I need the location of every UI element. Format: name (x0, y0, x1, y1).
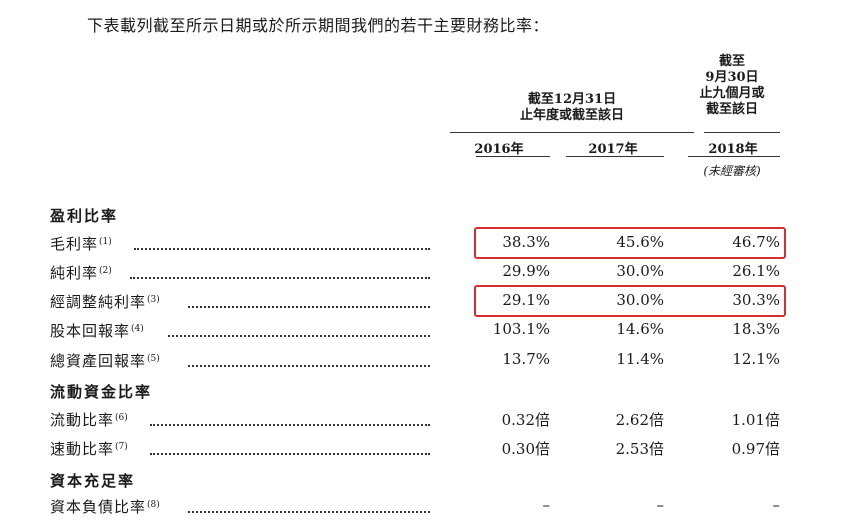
ratio-label: 股本回報率(4) (50, 320, 144, 341)
footnote-ref: (8) (147, 500, 160, 510)
footnote-ref: (1) (99, 237, 112, 247)
section-profitability: 盈利比率 (50, 207, 119, 225)
year-underline (688, 156, 780, 157)
ratio-label-text: 經調整純利率 (50, 293, 147, 311)
ratio-value: 30.0% (616, 291, 664, 309)
nine-months-header-line: 9月30日 (705, 70, 759, 85)
dot-leader (188, 511, 430, 513)
ratio-value: 0.97倍 (731, 440, 780, 458)
dot-leader (130, 277, 430, 279)
section-capital: 資本充足率 (50, 472, 136, 490)
dot-leader (134, 248, 430, 250)
dot-leader (150, 453, 430, 455)
ratio-value: 13.7% (502, 350, 550, 368)
ratio-label: 總資產回報率(5) (50, 350, 160, 371)
ratio-label: 資本負債比率(8) (50, 496, 160, 517)
ratio-value: 14.6% (616, 320, 664, 338)
dot-leader (168, 335, 430, 337)
ratio-label: 純利率(2) (50, 262, 112, 283)
year-group-header: 截至12月31日 止年度或截至該日 (450, 92, 694, 124)
ratio-label: 經調整純利率(3) (50, 291, 160, 312)
header-rule (450, 132, 694, 133)
footnote-ref: (3) (147, 295, 160, 305)
intro-text: 下表載列截至所示日期或於所示期間我們的若干主要財務比率： (87, 16, 550, 35)
ratio-value: 1.01倍 (731, 411, 780, 429)
footnote-ref: (6) (115, 413, 128, 423)
dot-leader (188, 306, 430, 308)
footnote-ref: (5) (147, 354, 160, 364)
ratio-label-text: 股本回報率 (50, 322, 131, 340)
ratio-value: 29.9% (502, 262, 550, 280)
nine-months-header-line: 止九個月或 (699, 86, 765, 101)
ratio-value: 30.3% (732, 291, 780, 309)
footnote-ref: (4) (131, 324, 144, 334)
ratio-value: 11.4% (616, 350, 664, 368)
ratio-label: 流動比率(6) (50, 409, 128, 430)
ratio-value: – (542, 496, 551, 514)
ratio-value: – (656, 496, 665, 514)
year-header-2018: 2018年 (708, 142, 758, 157)
ratio-value: 103.1% (492, 320, 550, 338)
ratio-value: – (772, 496, 781, 514)
header-rule (704, 132, 780, 133)
ratio-value: 46.7% (732, 233, 780, 251)
footnote-ref: (7) (115, 442, 128, 452)
ratio-label-text: 速動比率 (50, 440, 115, 458)
ratio-value: 0.32倍 (501, 411, 550, 429)
ratio-label-text: 總資產回報率 (50, 352, 147, 370)
ratio-value: 2.62倍 (615, 411, 664, 429)
year-header-2017: 2017年 (588, 142, 638, 157)
ratio-value: 29.1% (502, 291, 550, 309)
ratio-value: 26.1% (732, 262, 780, 280)
nine-months-header-line: 截至該日 (705, 102, 758, 117)
year-underline (566, 156, 664, 157)
nine-months-header-line: 截至 (718, 54, 745, 69)
ratio-label-text: 純利率 (50, 264, 99, 282)
dot-leader (188, 365, 430, 367)
year-group-header-line: 截至12月31日 (527, 92, 617, 107)
footnote-ref: (2) (99, 266, 112, 276)
year-underline (476, 156, 550, 157)
ratio-value: 2.53倍 (615, 440, 664, 458)
ratio-value: 38.3% (502, 233, 550, 251)
year-header-2016: 2016年 (474, 142, 524, 157)
year-group-header-line: 止年度或截至該日 (519, 108, 624, 123)
ratio-label-text: 資本負債比率 (50, 498, 147, 516)
unaudited-note: (未經審核) (703, 164, 761, 178)
ratio-label: 毛利率(1) (50, 233, 112, 254)
ratio-value: 0.30倍 (501, 440, 550, 458)
ratio-value: 12.1% (732, 350, 780, 368)
section-liquidity: 流動資金比率 (50, 383, 153, 401)
ratio-label-text: 毛利率 (50, 235, 99, 253)
dot-leader (150, 424, 430, 426)
ratio-label: 速動比率(7) (50, 438, 128, 459)
ratio-value: 30.0% (616, 262, 664, 280)
ratio-value: 45.6% (616, 233, 664, 251)
nine-months-header: 截至 9月30日 止九個月或 截至該日 (684, 54, 780, 118)
highlight-box (474, 285, 786, 317)
ratio-label-text: 流動比率 (50, 411, 115, 429)
ratio-value: 18.3% (732, 320, 780, 338)
highlight-box (474, 227, 786, 259)
